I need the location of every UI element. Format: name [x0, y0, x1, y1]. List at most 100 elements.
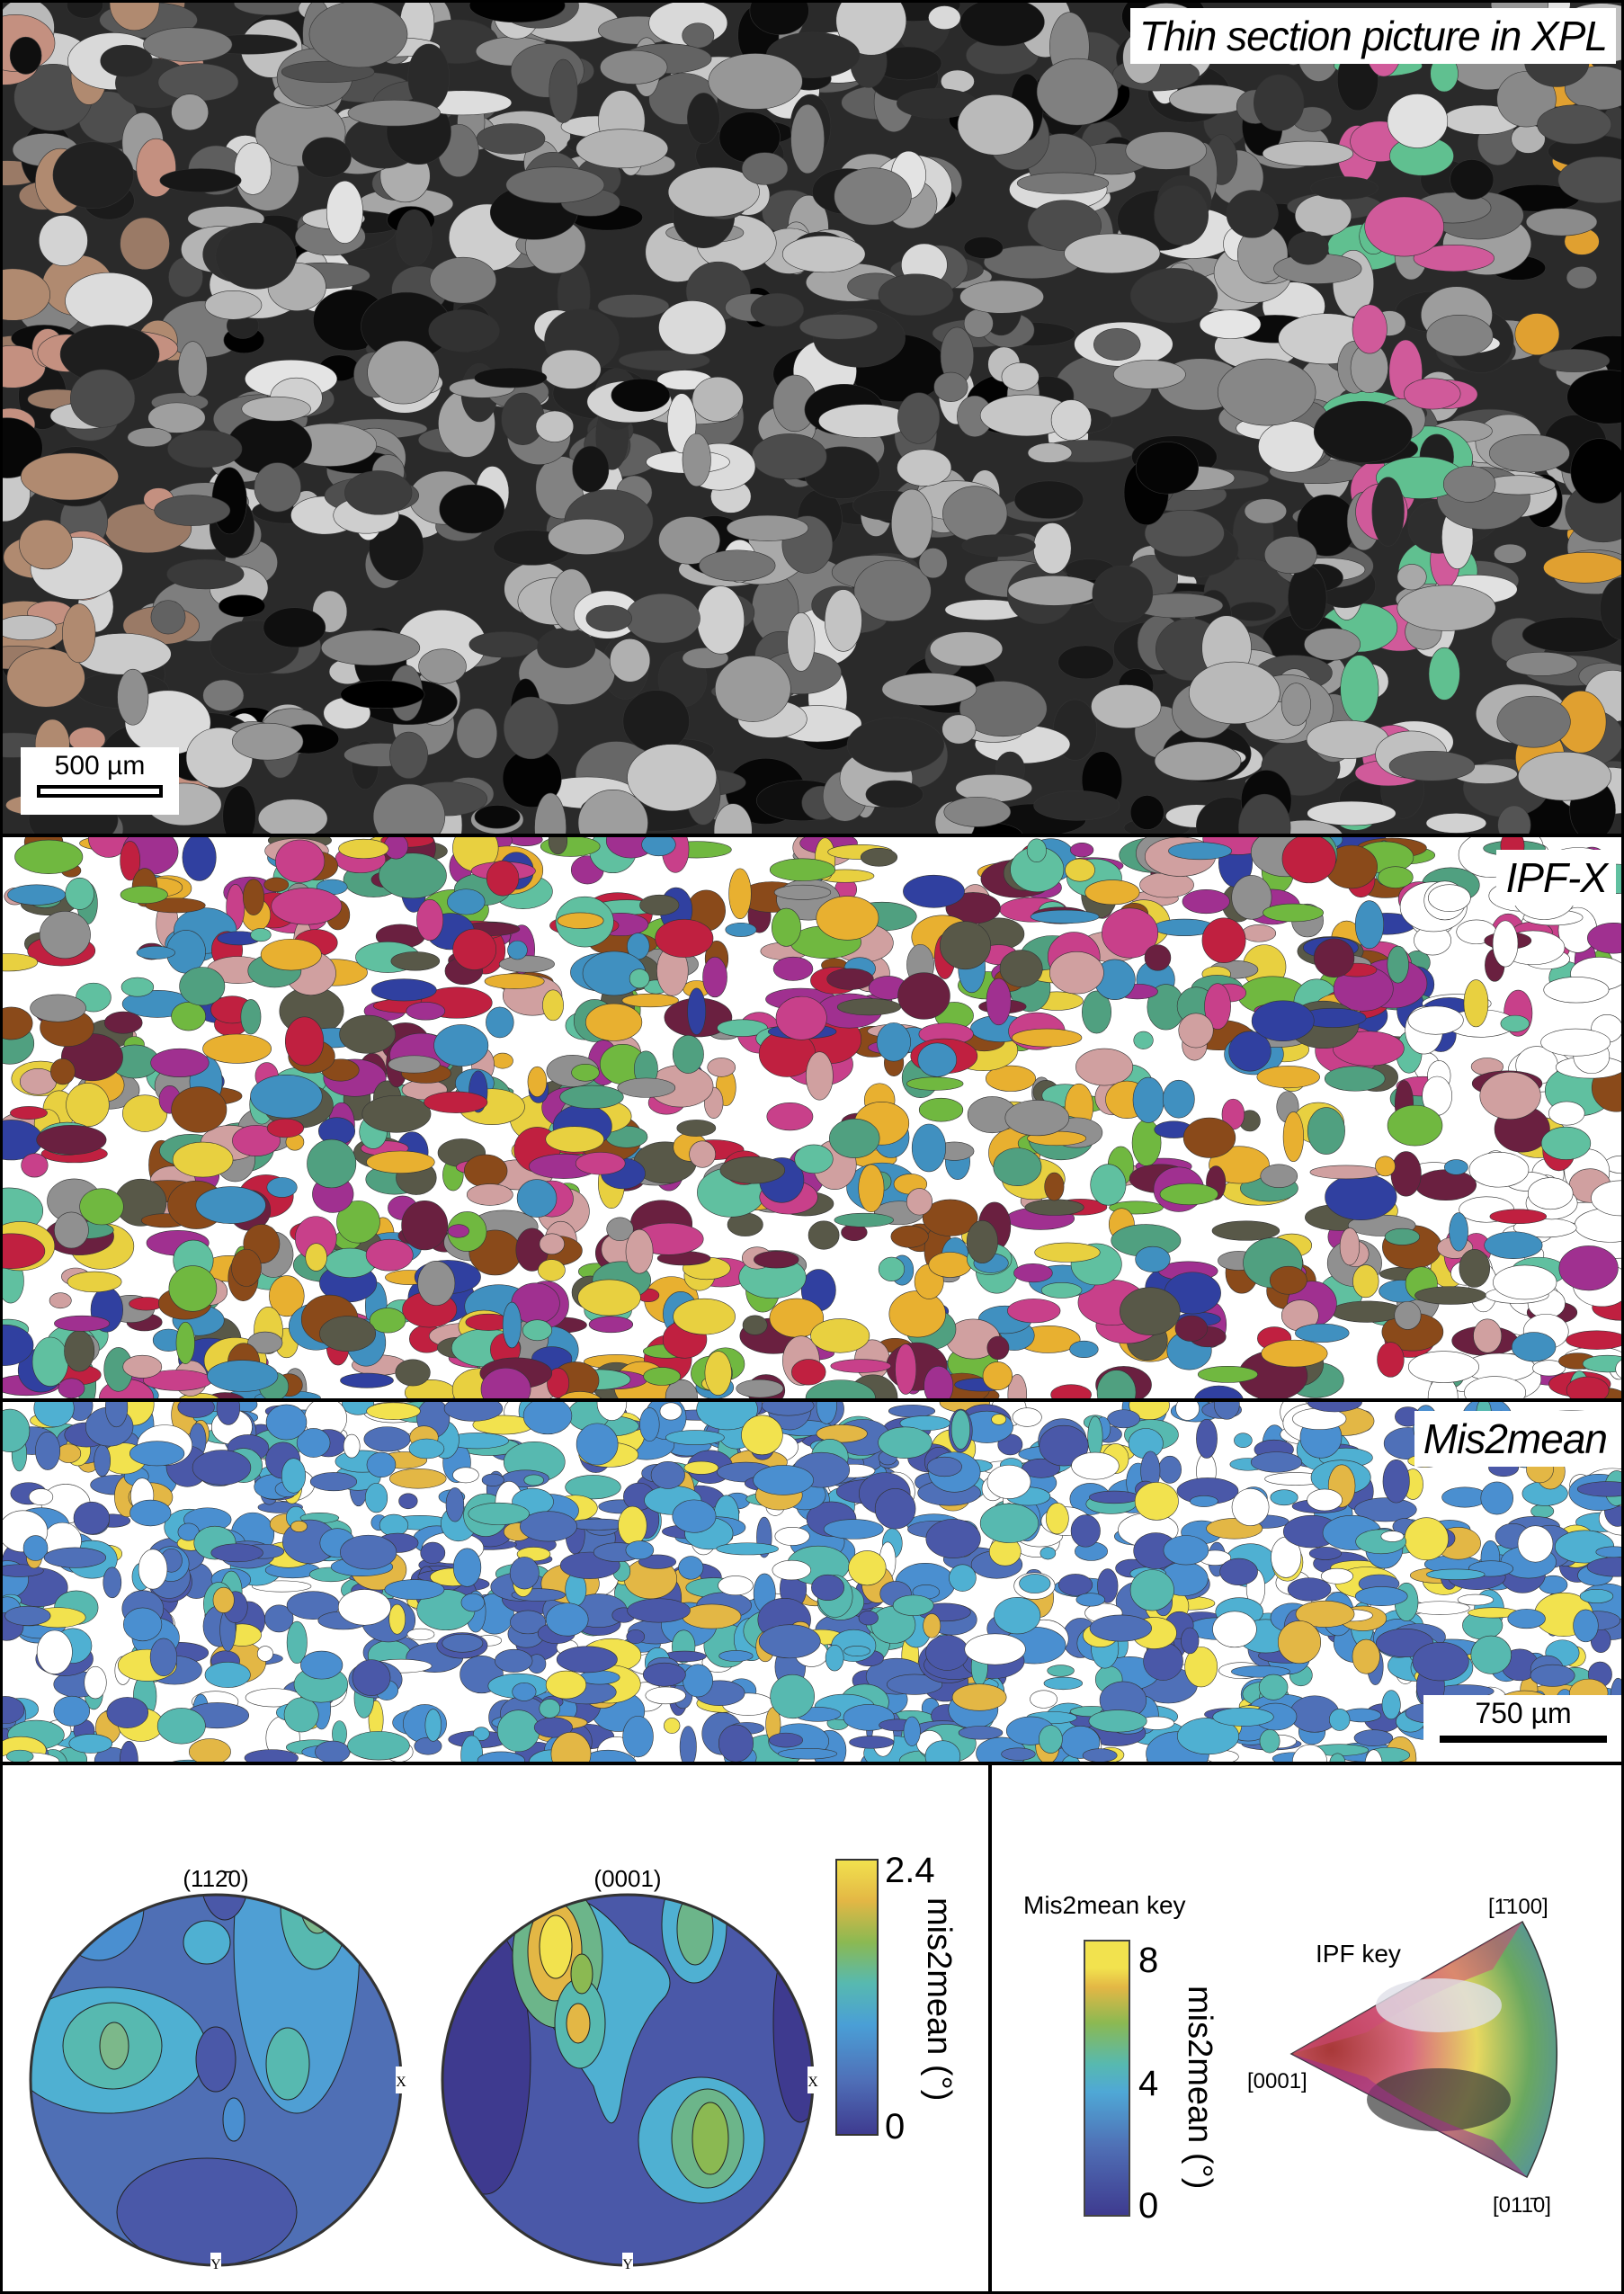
grain	[250, 928, 272, 942]
grain	[1324, 1066, 1386, 1092]
grain	[577, 1279, 641, 1317]
grain	[3, 1324, 34, 1366]
grain	[950, 1409, 971, 1450]
grain	[682, 22, 715, 49]
grain	[62, 603, 96, 664]
grain	[1212, 1611, 1257, 1648]
grain	[1388, 750, 1476, 781]
grain	[753, 1465, 814, 1495]
grain	[1278, 1620, 1322, 1665]
grain	[492, 1052, 513, 1069]
grain	[897, 392, 941, 444]
grain	[1450, 159, 1495, 200]
grain	[611, 378, 671, 413]
grain	[65, 272, 153, 330]
grain	[1576, 1481, 1621, 1497]
grain	[545, 1602, 589, 1637]
grain	[1204, 983, 1231, 1030]
grain	[775, 995, 827, 1040]
grain	[1175, 1402, 1200, 1421]
grain	[340, 1372, 394, 1388]
grain	[1414, 1169, 1477, 1201]
grain	[806, 1051, 834, 1101]
grain	[1070, 1514, 1101, 1548]
grain	[456, 708, 498, 759]
grain	[468, 631, 540, 658]
grain	[1090, 1164, 1127, 1206]
grain	[1261, 1339, 1328, 1368]
grain	[260, 938, 322, 971]
grain	[1071, 1451, 1120, 1480]
grain	[1494, 543, 1527, 564]
grain	[774, 1527, 810, 1546]
grain	[941, 714, 977, 745]
grain	[516, 1179, 558, 1218]
grain	[925, 1635, 969, 1671]
grain	[175, 1321, 195, 1364]
grain	[28, 1488, 54, 1505]
grain	[136, 946, 175, 960]
grain	[1304, 628, 1361, 661]
grain	[829, 1118, 880, 1158]
grain	[1234, 1433, 1253, 1449]
grain	[964, 1633, 1026, 1665]
grain	[1496, 71, 1557, 128]
grain	[263, 877, 290, 892]
grain	[816, 1424, 868, 1443]
grain	[609, 638, 651, 683]
grain	[986, 977, 1012, 1026]
grain	[1308, 1547, 1342, 1560]
grain	[1112, 360, 1186, 389]
grain	[1464, 1376, 1527, 1398]
grain	[1558, 1245, 1619, 1291]
grain	[117, 668, 149, 726]
grain	[911, 1123, 947, 1173]
grain	[1539, 349, 1611, 372]
grain	[933, 371, 968, 402]
grain	[641, 837, 676, 857]
grain	[1154, 741, 1242, 781]
grain	[243, 879, 265, 915]
grain	[1001, 362, 1040, 391]
grain	[1380, 1531, 1405, 1542]
grain	[35, 1431, 61, 1470]
grain	[1340, 655, 1379, 723]
grain	[1378, 866, 1414, 888]
grain	[424, 1091, 488, 1113]
grain	[808, 1220, 840, 1250]
grain	[265, 1404, 308, 1441]
grain	[949, 1564, 977, 1592]
grain	[1162, 1079, 1195, 1119]
grain	[903, 874, 965, 908]
grain	[1089, 1614, 1153, 1642]
grain	[275, 839, 326, 883]
grain	[895, 1343, 917, 1395]
grain	[1595, 1546, 1621, 1558]
grain	[858, 1164, 885, 1213]
grain	[1292, 1744, 1328, 1762]
grain	[171, 1002, 206, 1031]
grain	[369, 1308, 406, 1334]
grain	[1500, 1014, 1530, 1032]
grain	[769, 1732, 803, 1748]
grain	[1377, 1342, 1405, 1378]
grain	[54, 1315, 111, 1332]
grain	[460, 1593, 485, 1612]
grain	[823, 1519, 884, 1540]
grain	[1288, 231, 1329, 265]
grain	[36, 1629, 73, 1674]
grain	[858, 1611, 879, 1626]
grain	[959, 3, 1045, 47]
grain	[31, 1336, 69, 1387]
grain	[939, 921, 991, 970]
grain	[1135, 442, 1200, 495]
grain	[697, 585, 745, 655]
grain	[577, 790, 648, 834]
grain	[301, 137, 352, 178]
grain	[1256, 1066, 1320, 1089]
grain	[338, 838, 389, 859]
grain	[39, 910, 91, 960]
grain	[1057, 645, 1114, 680]
grain	[556, 1646, 618, 1674]
grain	[195, 1186, 266, 1224]
